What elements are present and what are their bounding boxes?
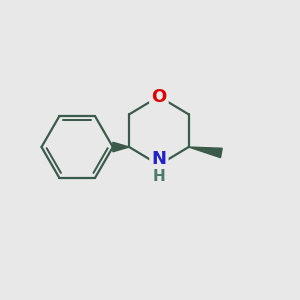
Text: H: H [152, 169, 165, 184]
Text: N: N [152, 150, 166, 168]
Polygon shape [113, 142, 129, 152]
Text: O: O [151, 88, 166, 106]
Polygon shape [189, 147, 222, 158]
